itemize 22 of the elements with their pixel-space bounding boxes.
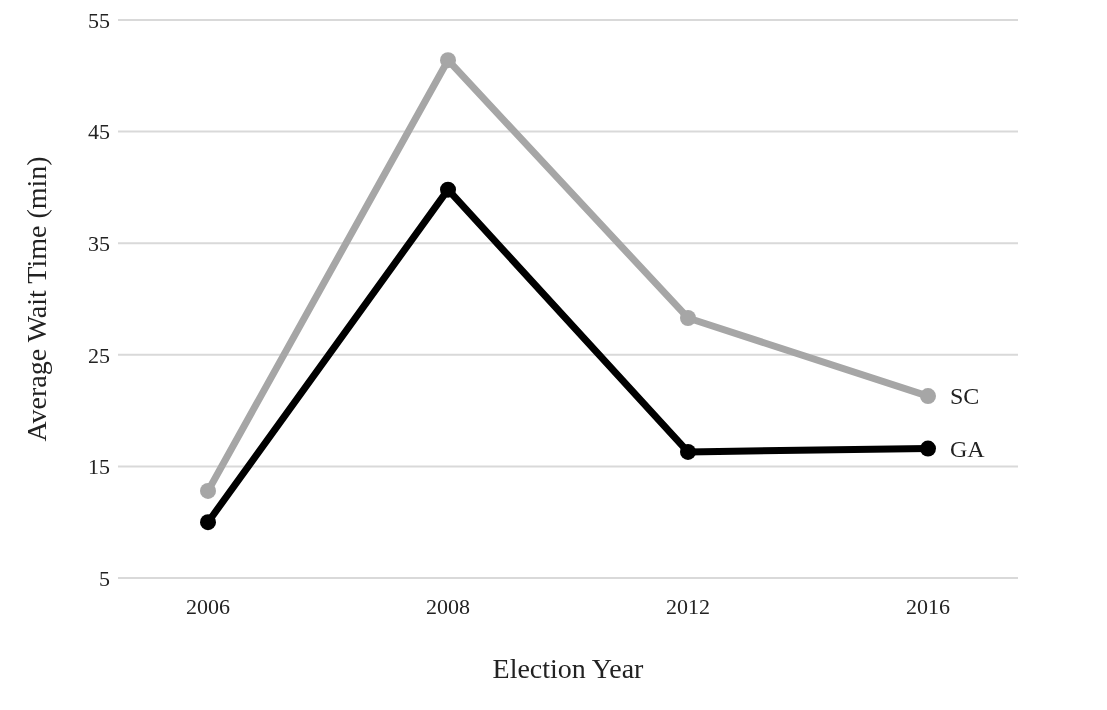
y-tick-label: 55 [88,7,110,33]
x-tick-label: 2016 [906,593,950,619]
point [440,52,456,69]
y-axis-title: Average Wait Time (min) [20,156,52,442]
y-tick-label: 5 [99,565,110,591]
point [680,443,696,460]
y-tick-label: 45 [88,119,110,145]
x-tick-label: 2006 [186,593,230,619]
series-label: GA [950,435,986,462]
point [200,482,216,499]
point [920,388,936,405]
point [680,309,696,326]
x-axis-title: Election Year [492,653,645,684]
x-tick-label: 2012 [666,593,710,619]
y-tick-label: 35 [88,231,110,257]
series-label: SC [950,383,980,410]
point [440,181,456,198]
point [200,514,216,531]
x-tick-label: 2008 [426,593,470,619]
y-tick-label: 25 [88,342,110,368]
y-tick-label: 15 [88,454,110,480]
point [920,440,936,457]
